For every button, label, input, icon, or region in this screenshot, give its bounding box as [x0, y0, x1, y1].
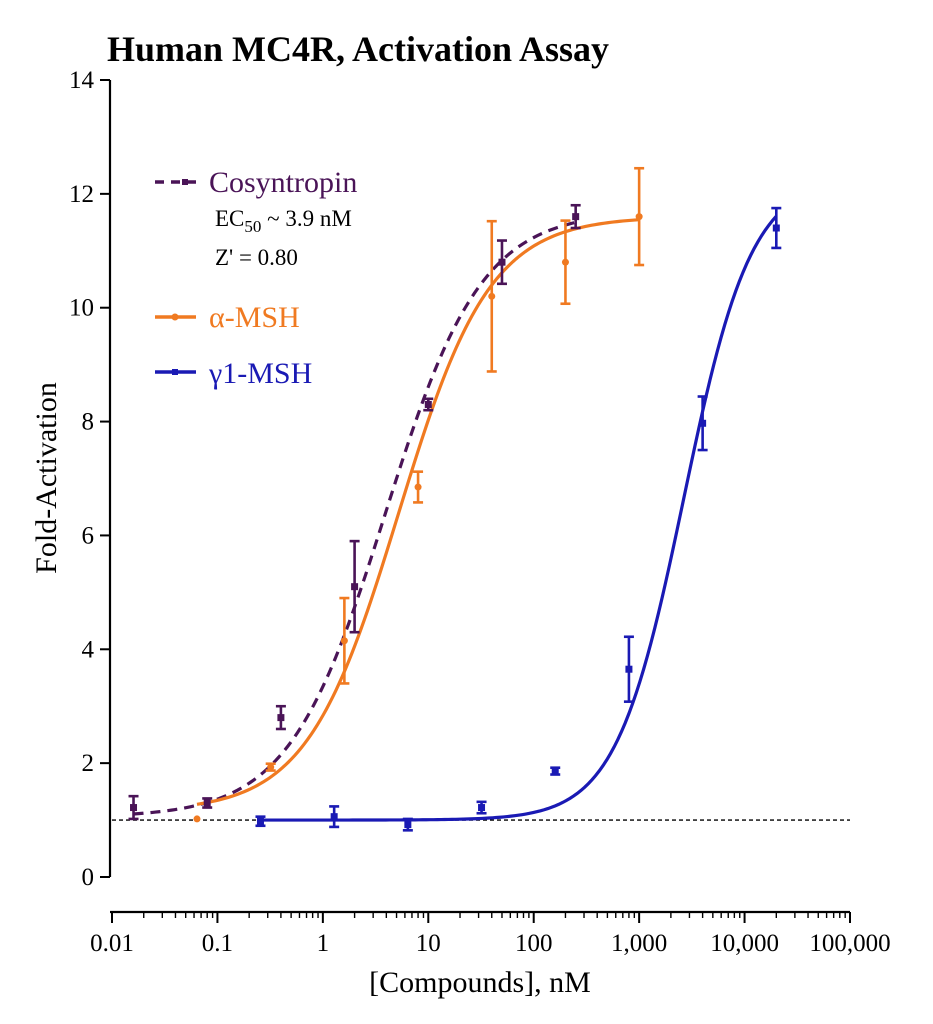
x-tick-label: 1,000 [611, 930, 667, 957]
y-tick-label: 10 [69, 295, 94, 322]
gamma1-msh-point [625, 665, 633, 673]
cosyntropin-point [277, 714, 285, 722]
gamma1-msh-fit-curve [260, 215, 778, 822]
legend-item-gamma1-msh: γ1-MSH [155, 357, 312, 390]
ec50-value: ~ 3.9 nM [261, 206, 351, 231]
zprime-annotation: Z' = 0.80 [215, 245, 298, 270]
ec50-subscript: 50 [244, 217, 261, 236]
x-ticks: 0.01 0.1 1 10 100 1,000 10,000 100,000 [90, 912, 891, 957]
alpha-msh-point [193, 815, 201, 823]
x-tick-label: 100,000 [809, 930, 890, 957]
y-ticks: 0 2 4 6 8 10 12 14 [69, 67, 110, 891]
alpha-msh-point [340, 637, 348, 645]
alpha-msh-point [267, 763, 275, 771]
ec50-annotation: EC50 ~ 3.9 nM [215, 206, 352, 236]
alpha-msh-point [561, 258, 569, 266]
legend-item-cosyntropin: Cosyntropin [155, 166, 357, 199]
gamma1-msh-point [551, 767, 559, 775]
legend-label-cosyntropin: Cosyntropin [209, 166, 357, 199]
legend-label-alpha-msh: α-MSH [209, 301, 300, 334]
y-tick-label: 4 [82, 636, 95, 663]
alpha-msh-point [414, 483, 422, 491]
legend-marker-alpha-msh [171, 313, 179, 321]
legend-label-gamma1-msh: γ1-MSH [208, 357, 312, 390]
gamma1-msh-point [478, 804, 486, 812]
y-tick-label: 14 [69, 67, 95, 94]
cosyntropin-point [498, 258, 506, 266]
x-tick-label: 10,000 [710, 930, 779, 957]
cosyntropin-fit-curve [133, 220, 577, 816]
gamma1-msh-point [772, 224, 780, 232]
x-tick-label: 0.01 [90, 930, 134, 957]
y-tick-label: 2 [82, 750, 95, 777]
x-tick-label: 10 [416, 930, 441, 957]
y-tick-label: 6 [82, 522, 95, 549]
x-tick-label: 100 [515, 930, 553, 957]
y-tick-label: 0 [82, 864, 95, 891]
x-axis-label: [Compounds], nM [369, 966, 591, 999]
gamma1-msh-point [699, 419, 707, 427]
axes [108, 80, 850, 914]
y-tick-label: 12 [69, 181, 94, 208]
legend: Cosyntropin EC50 ~ 3.9 nM Z' = 0.80 α-MS… [155, 166, 357, 390]
gamma1-msh-point [256, 817, 264, 825]
x-tick-label: 1 [317, 930, 330, 957]
y-axis-label: Fold-Activation [30, 382, 63, 574]
legend-item-alpha-msh: α-MSH [155, 301, 300, 334]
cosyntropin-point [130, 804, 138, 812]
y-tick-label: 8 [82, 409, 95, 436]
x-tick-label: 0.1 [202, 930, 233, 957]
cosyntropin-point [203, 799, 211, 807]
data-points [128, 166, 782, 832]
cosyntropin-point [351, 583, 359, 591]
gamma1-msh-point [330, 813, 338, 821]
legend-marker-gamma1-msh [172, 369, 178, 375]
alpha-msh-point [635, 213, 643, 221]
alpha-msh-point [488, 292, 496, 300]
ec50-prefix: EC [215, 206, 244, 231]
cosyntropin-point [572, 213, 580, 221]
chart-title: Human MC4R, Activation Assay [107, 29, 609, 69]
legend-marker-cosyntropin [182, 179, 188, 185]
cosyntropin-point [424, 400, 432, 408]
gamma1-msh-point [404, 821, 412, 829]
